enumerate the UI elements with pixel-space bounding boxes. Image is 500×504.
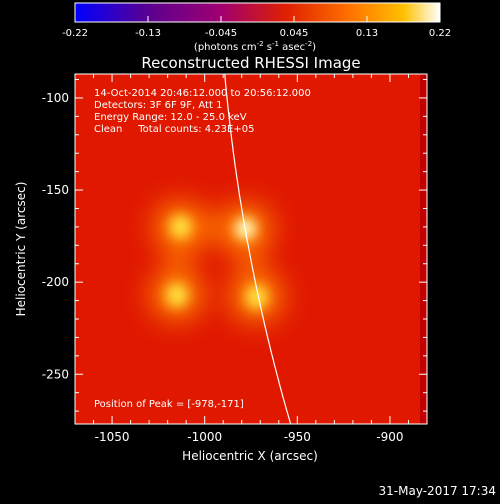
x-axis-label: Heliocentric X (arcsec) xyxy=(182,449,318,463)
annotation-time-range: 14-Oct-2014 20:46:12.000 to 20:56:12.000 xyxy=(94,88,311,99)
y-axis-label: Heliocentric Y (arcsec) xyxy=(14,182,28,317)
x-tick-label: -900 xyxy=(376,430,403,444)
colorbar-tick-label: 0.045 xyxy=(280,28,309,39)
source-core xyxy=(165,283,188,308)
colorbar-tick-label: -0.22 xyxy=(62,28,88,39)
x-tick-label: -1000 xyxy=(187,430,222,444)
colorbar-tick-label: -0.13 xyxy=(135,28,161,39)
plot-frame xyxy=(74,73,428,425)
annotation-detectors: Detectors: 3F 6F 9F, Att 1 xyxy=(94,100,222,111)
annotations: 14-Oct-2014 20:46:12.000 to 20:56:12.000… xyxy=(94,88,311,410)
chart-title: Reconstructed RHESSI Image xyxy=(141,54,360,72)
annotation-clean-counts: Clean Total counts: 4.23E+05 xyxy=(94,124,254,135)
solar-limb xyxy=(224,74,292,424)
x-tick-label: -950 xyxy=(284,430,311,444)
y-axis: -100 -150 -200 -250 xyxy=(42,79,427,412)
footer-timestamp: 31-May-2017 17:34 xyxy=(379,484,496,498)
colorbar-tick-label: -0.045 xyxy=(205,28,237,39)
heatmap-image xyxy=(75,74,427,424)
colorbar-tick-label: 0.13 xyxy=(356,28,378,39)
colorbar-tick-label: 0.22 xyxy=(429,28,451,39)
y-tick-label: -250 xyxy=(42,367,69,381)
colorbar-gradient xyxy=(74,2,441,23)
source-core xyxy=(245,284,268,309)
x-axis: -1050 -1000 -950 -900 xyxy=(93,74,428,444)
heatmap-right-band xyxy=(420,74,427,424)
y-tick-label: -200 xyxy=(42,275,69,289)
colorbar: -0.22 -0.13 -0.045 0.045 0.13 0.22 (photons c… xyxy=(62,2,451,53)
y-tick-label: -100 xyxy=(42,91,69,105)
x-tick-label: -1050 xyxy=(95,430,130,444)
y-tick-label: -150 xyxy=(42,183,69,197)
colorbar-ticks: -0.22 -0.13 -0.045 0.045 0.13 0.22 xyxy=(62,16,451,39)
source-core xyxy=(169,214,192,239)
colorbar-units: (photons cm-2 s-1 asec-2) xyxy=(194,40,316,53)
annotation-energy-range: Energy Range: 12.0 - 25.0 keV xyxy=(94,112,247,123)
annotation-peak-position: Position of Peak = [-978,-171] xyxy=(94,399,244,410)
